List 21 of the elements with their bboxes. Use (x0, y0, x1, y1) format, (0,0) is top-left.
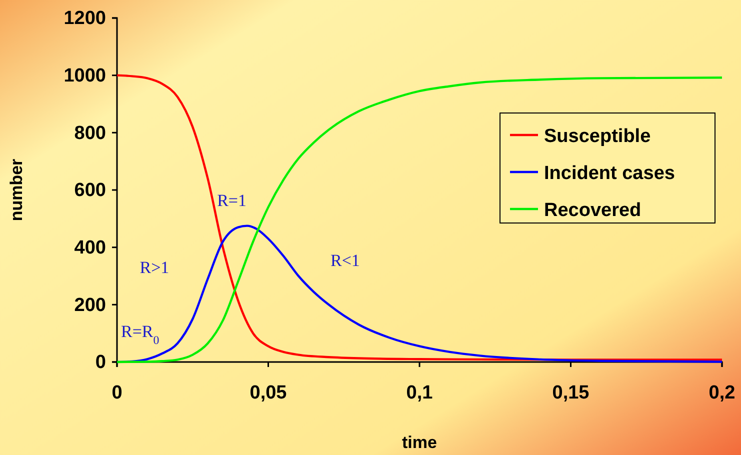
annotation: R=R$_{0}$ (121, 322, 160, 347)
x-axis-title: time (402, 433, 437, 452)
y-tick-label: 200 (74, 294, 106, 316)
y-tick-label: 400 (74, 237, 106, 258)
y-tick-label: 1200 (64, 8, 106, 30)
legend-label: Susceptible (544, 126, 651, 147)
x-tick-label: 0,1 (406, 382, 434, 404)
x-tick-label: 0,2 (708, 382, 736, 404)
y-tick-label: 600 (74, 180, 106, 202)
legend-label: Incident cases (544, 163, 675, 184)
y-tick-label: 1000 (64, 65, 106, 86)
legend-label: Recovered (544, 200, 642, 221)
x-tick-label: 0 (112, 382, 122, 404)
x-tick-label: 0,15 (552, 382, 590, 404)
y-axis-title: number (7, 158, 26, 222)
y-tick-label: 0 (95, 352, 106, 374)
annotation: R>1 (140, 258, 170, 277)
y-tick-label: 800 (74, 122, 106, 144)
x-tick-label: 0,05 (250, 382, 288, 404)
annotation: R<1 (330, 251, 360, 270)
annotation: R=1 (217, 190, 247, 210)
